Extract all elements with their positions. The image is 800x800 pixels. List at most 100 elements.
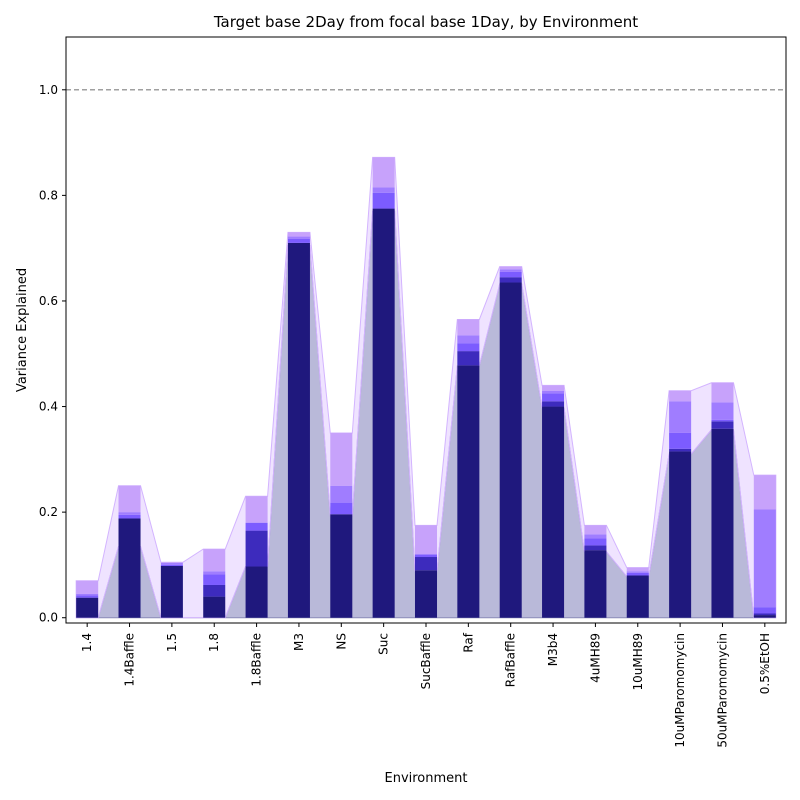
- y-tick-label: 0.4: [39, 400, 58, 414]
- x-tick-label: 0.5%EtOH: [758, 633, 772, 694]
- bar-segment-1: [118, 518, 141, 618]
- x-tick-label: 50uMParomomycin: [715, 633, 729, 748]
- bar-segment-1: [711, 428, 734, 618]
- bar-segment-1: [669, 451, 692, 618]
- x-axis-title: Environment: [384, 771, 467, 786]
- x-tick-label: RafBaffle: [504, 633, 518, 687]
- bar-segment-4: [499, 269, 522, 272]
- plot-area: [66, 89, 786, 619]
- bar-segment-5: [711, 382, 734, 403]
- bar-segment-4: [457, 335, 480, 344]
- bar-segment-3: [626, 572, 649, 576]
- x-tick-label: 1.5: [165, 633, 179, 652]
- x-tick-label: 1.4Baffle: [123, 633, 137, 687]
- bar-segment-2: [414, 557, 438, 571]
- bar-segment-5: [584, 525, 607, 535]
- bar-segment-4: [669, 401, 692, 433]
- bar-segment-1: [76, 597, 99, 618]
- bar-segment-2: [542, 401, 565, 407]
- bar-segment-3: [372, 192, 395, 209]
- x-tick-label: M3b4: [546, 633, 560, 666]
- bar-segment-4: [287, 236, 310, 239]
- chart-title: Target base 2Day from focal base 1Day, b…: [213, 13, 638, 31]
- bar-segment-3: [753, 607, 776, 614]
- y-axis-title: Variance Explained: [15, 268, 30, 392]
- y-axis: 0.0 0.2 0.4 0.6 0.8 1.0: [39, 83, 66, 625]
- bar-segment-1: [457, 365, 480, 618]
- y-tick-label: 0.6: [39, 294, 58, 308]
- x-tick-label: 1.8: [207, 633, 221, 652]
- bar-segment-5: [542, 385, 565, 391]
- bar-segment-4: [542, 390, 565, 394]
- bar-segment-3: [457, 343, 480, 352]
- x-tick-label: M3: [292, 633, 306, 651]
- bar-segment-5: [457, 319, 480, 336]
- bar-segment-5: [203, 549, 226, 572]
- bar-segment-2: [457, 351, 480, 366]
- bar-segment-5: [330, 432, 353, 486]
- bar-segment-2: [245, 530, 268, 567]
- bar-segment-1: [203, 596, 226, 618]
- bar-segment-4: [118, 512, 141, 515]
- bar-segment-5: [626, 567, 649, 572]
- bar-segment-3: [245, 522, 268, 531]
- bar-segment-3: [160, 564, 183, 566]
- bar-segment-5: [287, 232, 310, 237]
- bar-segment-1: [542, 406, 565, 618]
- bar-segment-2: [584, 545, 607, 551]
- bar-segment-3: [669, 432, 692, 449]
- bar-segment-5: [753, 475, 776, 510]
- bar-segment-2: [711, 421, 734, 429]
- bar-segment-3: [76, 595, 99, 598]
- bar-segment-2: [669, 448, 692, 452]
- bar-segment-1: [414, 570, 438, 618]
- x-tick-label: 1.4: [80, 633, 94, 652]
- bar-segment-4: [203, 571, 226, 575]
- bar-segment-4: [160, 562, 183, 565]
- bar-segment-4: [584, 534, 607, 539]
- bar-segment-4: [76, 593, 99, 596]
- y-tick-label: 0.2: [39, 505, 58, 519]
- bar-segment-1: [584, 550, 607, 618]
- bar-segment-5: [160, 562, 183, 563]
- y-tick-label: 1.0: [39, 83, 58, 97]
- bar-segment-1: [330, 514, 353, 618]
- bar-segment-4: [753, 509, 776, 608]
- y-tick-label: 0.0: [39, 611, 58, 625]
- bar-segment-5: [245, 496, 268, 523]
- bar-segment-2: [753, 613, 776, 616]
- bar-segment-1: [499, 282, 522, 618]
- bar-segment-3: [499, 271, 522, 278]
- x-tick-label: 4uMH89: [588, 633, 602, 683]
- bar-segment-3: [584, 538, 607, 546]
- x-tick-label: Suc: [377, 633, 391, 655]
- bar-segment-1: [245, 566, 268, 618]
- bar-segment-5: [118, 485, 141, 513]
- bar-segment-3: [330, 502, 353, 515]
- bar-segment-1: [160, 565, 183, 618]
- bar-segment-5: [372, 157, 395, 188]
- bar-segment-1: [626, 575, 649, 618]
- y-tick-label: 0.8: [39, 188, 58, 202]
- x-tick-label: Raf: [461, 632, 475, 652]
- x-tick-label: 1.8Baffle: [250, 633, 264, 687]
- bar-segment-5: [76, 580, 99, 594]
- bar-segment-1: [287, 242, 310, 618]
- bar-segment-3: [287, 238, 310, 243]
- bar-segment-4: [372, 187, 395, 193]
- bar-segment-4: [330, 485, 353, 503]
- bar-segment-3: [414, 554, 438, 558]
- bar-segment-1: [753, 615, 776, 618]
- bar-segment-4: [626, 571, 649, 573]
- bar-segment-1: [372, 208, 395, 618]
- x-axis: 1.4 1.4Baffle 1.5 1.8 1.8Baffle M3 NS Suc SucBaf…: [80, 623, 772, 748]
- bar-segment-5: [499, 266, 522, 270]
- bar-segment-3: [203, 574, 226, 585]
- bar-segment-3: [542, 393, 565, 402]
- bar-segment-2: [499, 277, 522, 283]
- bar-segment-5: [669, 390, 692, 402]
- x-tick-label: SucBaffle: [419, 633, 433, 689]
- bar-segment-5: [414, 525, 438, 555]
- x-tick-label: 10uMParomomycin: [673, 633, 687, 748]
